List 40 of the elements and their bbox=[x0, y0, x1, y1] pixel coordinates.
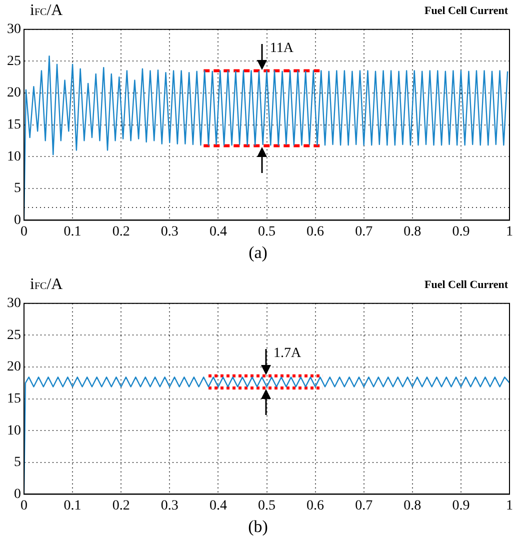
x-tick-label: 0.4 bbox=[209, 498, 227, 514]
x-tick-label: 1 bbox=[506, 224, 513, 240]
y-tick-label: 30 bbox=[7, 22, 21, 38]
y-tick-label: 5 bbox=[14, 181, 21, 196]
x-tick-label: 0.3 bbox=[160, 498, 178, 514]
annotation: 1.7A bbox=[274, 346, 302, 362]
y-tick-label: 20 bbox=[7, 86, 21, 101]
x-tick-label: 0.6 bbox=[306, 224, 324, 240]
chart-title: Fuel Cell Current bbox=[424, 5, 508, 17]
y-tick-label: 10 bbox=[7, 423, 21, 438]
x-tick-label: 0.1 bbox=[64, 498, 82, 514]
y-tick-label: 15 bbox=[7, 391, 21, 406]
y-tick-label: 10 bbox=[7, 149, 21, 164]
x-tick-label: 0.1 bbox=[64, 224, 82, 240]
x-tick-label: 0.8 bbox=[404, 224, 422, 240]
x-tick-label: 0.2 bbox=[112, 498, 130, 514]
x-tick-label: 0.3 bbox=[160, 224, 178, 240]
y-tick-label: 15 bbox=[7, 117, 21, 132]
y-tick-label: 0 bbox=[14, 212, 21, 228]
annotation: 11A bbox=[270, 40, 294, 57]
x-tick-label: 0.7 bbox=[355, 498, 373, 514]
y-tick-label: 20 bbox=[7, 360, 21, 375]
x-tick-label: 0.8 bbox=[404, 498, 422, 514]
y-tick-label: 25 bbox=[7, 54, 21, 69]
x-tick-label: 1 bbox=[506, 498, 513, 514]
y-tick-label: 30 bbox=[7, 296, 21, 312]
y-tick-label: 5 bbox=[14, 455, 21, 470]
x-tick-label: 0.9 bbox=[452, 224, 470, 240]
text: (a) bbox=[248, 243, 268, 263]
x-tick-label: 0.9 bbox=[452, 498, 470, 514]
x-tick-label: 0.5 bbox=[258, 224, 276, 240]
x-tick-label: 0.6 bbox=[306, 498, 324, 514]
text: (b) bbox=[247, 517, 269, 537]
y-tick-label: 0 bbox=[14, 486, 21, 502]
x-tick-label: 0.4 bbox=[209, 224, 227, 240]
x-tick-label: 0.2 bbox=[112, 224, 130, 240]
y-tick-label: 25 bbox=[7, 328, 21, 343]
x-tick-label: 0.5 bbox=[258, 498, 276, 514]
x-tick-label: 0.7 bbox=[355, 224, 373, 240]
chart-title: Fuel Cell Current bbox=[424, 279, 508, 291]
